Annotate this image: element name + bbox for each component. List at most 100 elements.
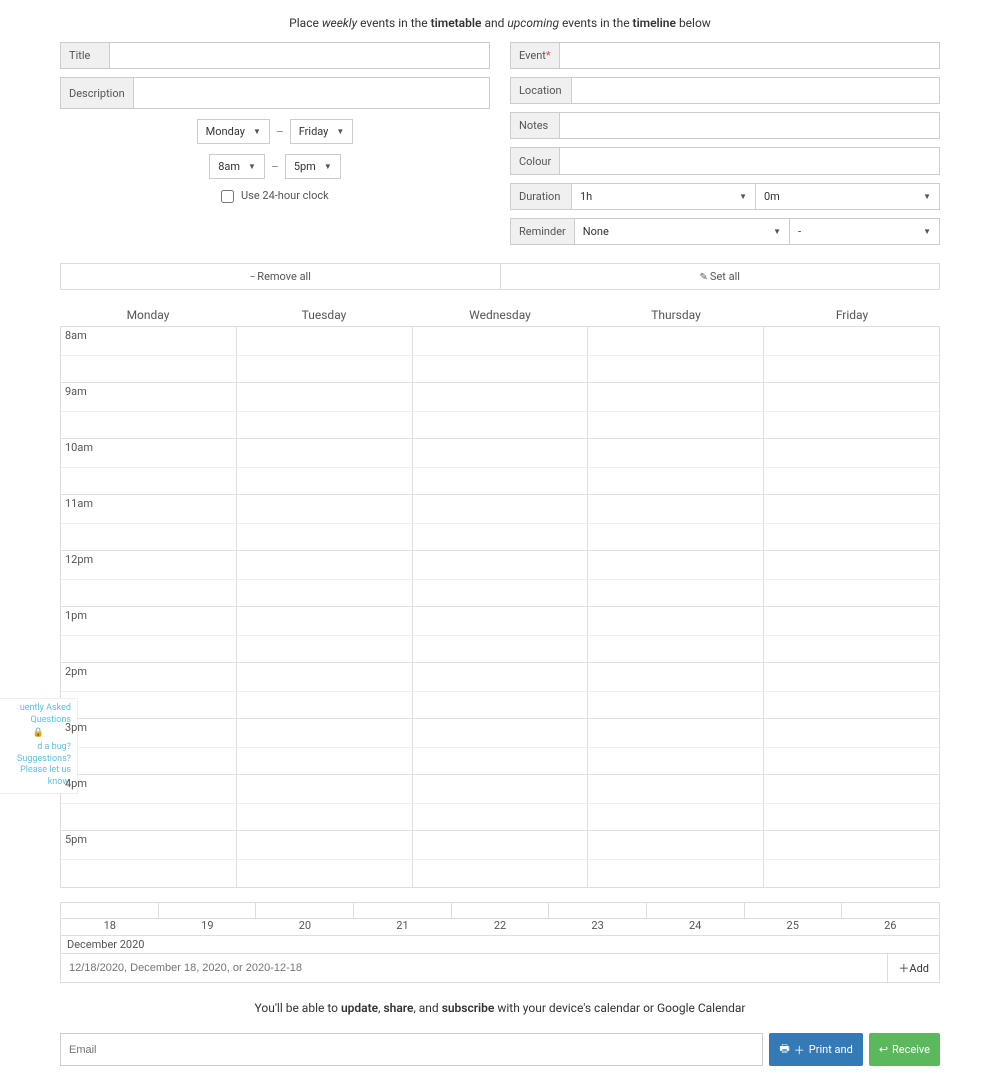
timeline-date: 23 xyxy=(549,919,647,935)
timetable-cell[interactable] xyxy=(764,383,939,438)
magic-icon: ✎ xyxy=(700,272,708,283)
timetable-cell[interactable] xyxy=(588,551,764,606)
timetable-hour-label: 12pm xyxy=(65,553,93,566)
bug-link[interactable]: d a bug? Suggestions?Please let us know. xyxy=(17,742,71,787)
timetable-hour-row: 8am xyxy=(61,327,939,383)
timetable-cell[interactable] xyxy=(237,831,413,887)
timetable-cell[interactable] xyxy=(237,495,413,550)
timetable-cell[interactable] xyxy=(764,607,939,662)
timetable-cell[interactable] xyxy=(588,719,764,774)
chevron-down-icon: ▼ xyxy=(923,192,931,201)
timetable-cell[interactable] xyxy=(588,831,764,887)
timetable-cell[interactable] xyxy=(413,439,589,494)
colour-picker[interactable] xyxy=(560,147,940,175)
day-from-select[interactable]: Monday▼ xyxy=(197,119,270,144)
notes-label: Notes xyxy=(510,112,560,139)
event-label: Event * xyxy=(510,42,560,69)
timetable-cell[interactable] xyxy=(764,327,939,382)
timetable-cell[interactable] xyxy=(61,607,237,662)
minus-icon: − xyxy=(250,272,256,283)
timetable-cell[interactable] xyxy=(237,439,413,494)
location-label: Location xyxy=(510,77,572,104)
timetable-cell[interactable] xyxy=(588,495,764,550)
notes-input[interactable] xyxy=(560,112,940,139)
timetable-cell[interactable] xyxy=(237,719,413,774)
timetable-cell[interactable] xyxy=(413,775,589,830)
timetable-cell[interactable] xyxy=(61,663,237,718)
reply-icon: ↩ xyxy=(879,1043,888,1056)
timetable-cell[interactable] xyxy=(413,719,589,774)
timeline-tick xyxy=(61,903,159,918)
timetable-cell[interactable] xyxy=(61,775,237,830)
clock24-checkbox[interactable] xyxy=(221,190,234,203)
title-input[interactable] xyxy=(110,42,490,69)
timetable-cell[interactable] xyxy=(237,607,413,662)
timetable-cell[interactable] xyxy=(764,775,939,830)
timetable-cell[interactable] xyxy=(237,775,413,830)
timetable-cell[interactable] xyxy=(764,495,939,550)
timetable-cell[interactable] xyxy=(61,383,237,438)
timetable-cell[interactable] xyxy=(588,663,764,718)
timeline-date: 24 xyxy=(646,919,744,935)
timetable-cell[interactable] xyxy=(413,607,589,662)
timetable-cell[interactable] xyxy=(588,439,764,494)
chevron-down-icon: ▼ xyxy=(324,162,332,171)
timetable-cell[interactable] xyxy=(61,831,237,887)
timeline-date: 22 xyxy=(451,919,549,935)
time-to-select[interactable]: 5pm▼ xyxy=(285,154,341,179)
time-from-select[interactable]: 8am▼ xyxy=(209,154,265,179)
timeline-tick xyxy=(452,903,550,918)
timetable-hour-row: 9am xyxy=(61,383,939,439)
description-input[interactable] xyxy=(134,77,490,109)
timetable-cell[interactable] xyxy=(588,775,764,830)
timeline-add-button[interactable]: ＋Add xyxy=(887,954,939,982)
faq-link[interactable]: uently Asked Questions xyxy=(20,703,71,725)
timetable-cell[interactable] xyxy=(237,663,413,718)
timetable-cell[interactable] xyxy=(61,719,237,774)
timeline-tick xyxy=(159,903,257,918)
chevron-down-icon: ▼ xyxy=(739,192,747,201)
timetable-cell[interactable] xyxy=(588,607,764,662)
location-input[interactable] xyxy=(572,77,940,104)
timetable-cell[interactable] xyxy=(413,663,589,718)
timeline-tick xyxy=(549,903,647,918)
timeline-date: 19 xyxy=(159,919,257,935)
timetable-cell[interactable] xyxy=(764,663,939,718)
timetable-cell[interactable] xyxy=(413,551,589,606)
timeline-date-input[interactable] xyxy=(61,954,887,982)
timetable-cell[interactable] xyxy=(61,327,237,382)
event-input[interactable] xyxy=(560,42,940,69)
timetable-cell[interactable] xyxy=(764,719,939,774)
receive-button[interactable]: ↩Receive xyxy=(869,1033,940,1066)
timetable-cell[interactable] xyxy=(237,327,413,382)
timetable-cell[interactable] xyxy=(764,439,939,494)
set-all-button[interactable]: ✎Set all xyxy=(501,264,940,289)
timeline-month: December 2020 xyxy=(61,935,939,953)
reminder-label: Reminder xyxy=(510,218,575,245)
timetable-cell[interactable] xyxy=(764,551,939,606)
timetable-cell[interactable] xyxy=(413,327,589,382)
timetable-day-header: Friday xyxy=(764,304,940,326)
timetable-day-header: Thursday xyxy=(588,304,764,326)
reminder-unit-select[interactable]: -▼ xyxy=(790,218,940,245)
timetable-hour-label: 2pm xyxy=(65,665,87,678)
day-to-select[interactable]: Friday▼ xyxy=(290,119,354,144)
title-label: Title xyxy=(60,42,110,69)
remove-all-button[interactable]: −Remove all xyxy=(61,264,501,289)
timetable-cell[interactable] xyxy=(588,327,764,382)
duration-hours-select[interactable]: 1h▼ xyxy=(572,183,756,210)
timetable-cell[interactable] xyxy=(588,383,764,438)
print-button[interactable]: 🖶＋Print and xyxy=(769,1033,862,1066)
timetable-cell[interactable] xyxy=(413,383,589,438)
reminder-value-select[interactable]: None▼ xyxy=(575,218,790,245)
timetable-hour-label: 10am xyxy=(65,441,93,454)
timetable-cell[interactable] xyxy=(237,551,413,606)
timetable-cell[interactable] xyxy=(237,383,413,438)
duration-mins-select[interactable]: 0m▼ xyxy=(756,183,940,210)
timetable-cell[interactable] xyxy=(764,831,939,887)
email-input[interactable] xyxy=(60,1033,763,1066)
timetable-hour-label: 1pm xyxy=(65,609,87,622)
timetable-hour-row: 2pm xyxy=(61,663,939,719)
timetable-cell[interactable] xyxy=(413,831,589,887)
timetable-cell[interactable] xyxy=(413,495,589,550)
